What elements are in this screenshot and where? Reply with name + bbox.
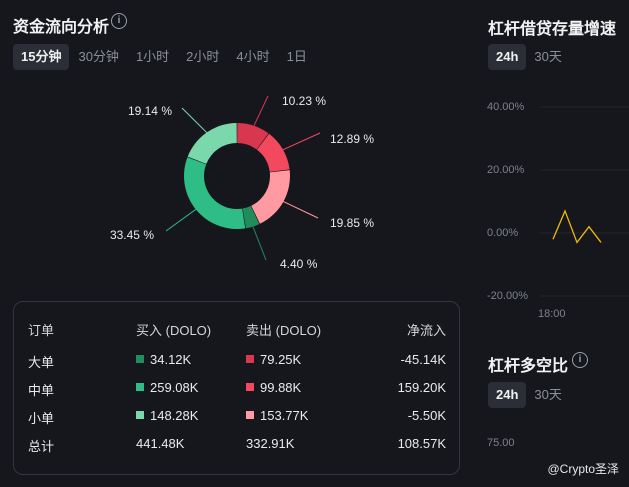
donut-slice-label: 10.23 % <box>282 94 326 108</box>
table-row: 小单 148.28K 153.77K -5.50K <box>14 408 459 426</box>
total-net: 108.57K <box>397 436 446 451</box>
tab-interval[interactable]: 1小时 <box>135 49 170 64</box>
info-icon[interactable]: i <box>572 352 588 368</box>
growth-series-line <box>552 209 602 244</box>
side-panel: 杠杆借贷存量增速 24h 30天 40.00% 20.00% 0.00% -20… <box>480 0 629 487</box>
donut-slice-label: 19.14 % <box>128 104 172 118</box>
watermark: @Crypto圣泽 <box>547 462 619 476</box>
tab-24h[interactable]: 24h <box>488 44 527 70</box>
fund-flow-donut-chart: 10.23 % 12.89 % 19.85 % 4.40 % 33.45 % 19.14 … <box>110 94 374 271</box>
header-order: 订单 <box>28 323 55 338</box>
y-tick-label: 0.00% <box>487 227 519 239</box>
donut-leader-line <box>281 200 319 219</box>
donut-leader-line <box>280 132 321 151</box>
buy-legend-swatch <box>136 355 144 363</box>
donut-slice[interactable] <box>187 123 237 164</box>
row-name: 总计 <box>28 439 55 454</box>
sell-legend-swatch <box>246 355 254 363</box>
total-buy: 441.48K <box>136 436 185 451</box>
tab-30d[interactable]: 30天 <box>534 49 562 64</box>
donut-leader-line <box>252 95 269 128</box>
donut-slice[interactable] <box>183 157 246 229</box>
interval-tabs: 15分钟 30分钟 1小时 2小时 4小时 1日 <box>13 44 316 70</box>
y-tick-label: 40.00% <box>487 101 525 113</box>
sell-legend-swatch <box>246 383 254 391</box>
y-tick-label: 20.00% <box>487 164 525 176</box>
donut-slice[interactable] <box>251 170 290 224</box>
net-value: -45.14K <box>400 352 446 367</box>
tab-30d[interactable]: 30天 <box>534 387 562 402</box>
tab-interval[interactable]: 4小时 <box>236 49 270 64</box>
tab-interval[interactable]: 2小时 <box>186 49 220 64</box>
header-sell: 卖出 (DOLO) <box>246 323 322 338</box>
leverage-growth-tabs: 24h 30天 <box>488 44 570 70</box>
leverage-growth-line-chart <box>540 106 629 297</box>
buy-value: 148.28K <box>150 408 199 423</box>
long-short-tabs: 24h 30天 <box>488 382 570 408</box>
buy-legend-swatch <box>136 411 144 419</box>
y-tick-label: -20.00% <box>487 290 528 302</box>
buy-value: 259.08K <box>150 380 199 395</box>
donut-slice-label: 19.85 % <box>330 216 374 230</box>
sell-value: 153.77K <box>260 408 309 423</box>
donut-slice[interactable] <box>256 133 290 172</box>
donut-leader-line <box>251 224 267 261</box>
net-value: 159.20K <box>397 380 446 395</box>
order-flow-table: 订单 买入 (DOLO) 卖出 (DOLO) 净流入 大单 34.12K 79.… <box>13 301 460 475</box>
fund-flow-panel: 资金流向分析 i 15分钟 30分钟 1小时 2小时 4小时 1日 10.23 % 12.8… <box>13 13 460 475</box>
row-name: 小单 <box>28 411 55 426</box>
long-short-title: 杠杆多空比 <box>488 358 569 375</box>
donut-slice[interactable] <box>242 205 260 229</box>
total-sell: 332.91K <box>246 436 295 451</box>
donut-slice-label: 4.40 % <box>280 257 318 271</box>
header-buy: 买入 (DOLO) <box>136 323 212 338</box>
sell-value: 99.88K <box>260 380 302 395</box>
table-header: 订单 买入 (DOLO) 卖出 (DOLO) 净流入 <box>14 320 459 338</box>
tab-interval[interactable]: 30分钟 <box>78 49 119 64</box>
sell-value: 79.25K <box>260 352 302 367</box>
donut-leader-line <box>165 207 198 232</box>
buy-value: 34.12K <box>150 352 192 367</box>
net-value: -5.50K <box>407 408 446 423</box>
donut-slice-label: 33.45 % <box>110 228 154 242</box>
fund-flow-title: 资金流向分析 <box>13 19 110 36</box>
sell-legend-swatch <box>246 411 254 419</box>
donut-slice-label: 12.89 % <box>330 132 374 146</box>
tab-interval[interactable]: 15分钟 <box>13 44 70 70</box>
table-row: 大单 34.12K 79.25K -45.14K <box>14 352 459 370</box>
x-tick-label: 18:00 <box>538 308 566 320</box>
table-total-row: 总计 441.48K 332.91K 108.57K <box>14 436 459 454</box>
table-row: 中单 259.08K 99.88K 159.20K <box>14 380 459 398</box>
tab-interval[interactable]: 1日 <box>286 49 307 64</box>
info-icon[interactable]: i <box>111 13 127 29</box>
row-name: 中单 <box>28 383 55 398</box>
header-net: 净流入 <box>406 323 446 338</box>
tab-24h[interactable]: 24h <box>488 382 527 408</box>
y-tick-label: 75.00 <box>487 437 515 449</box>
row-name: 大单 <box>28 355 55 370</box>
leverage-growth-title: 杠杆借贷存量增速 <box>488 21 617 38</box>
donut-leader-line <box>181 107 209 135</box>
donut-slice[interactable] <box>237 123 269 150</box>
buy-legend-swatch <box>136 383 144 391</box>
